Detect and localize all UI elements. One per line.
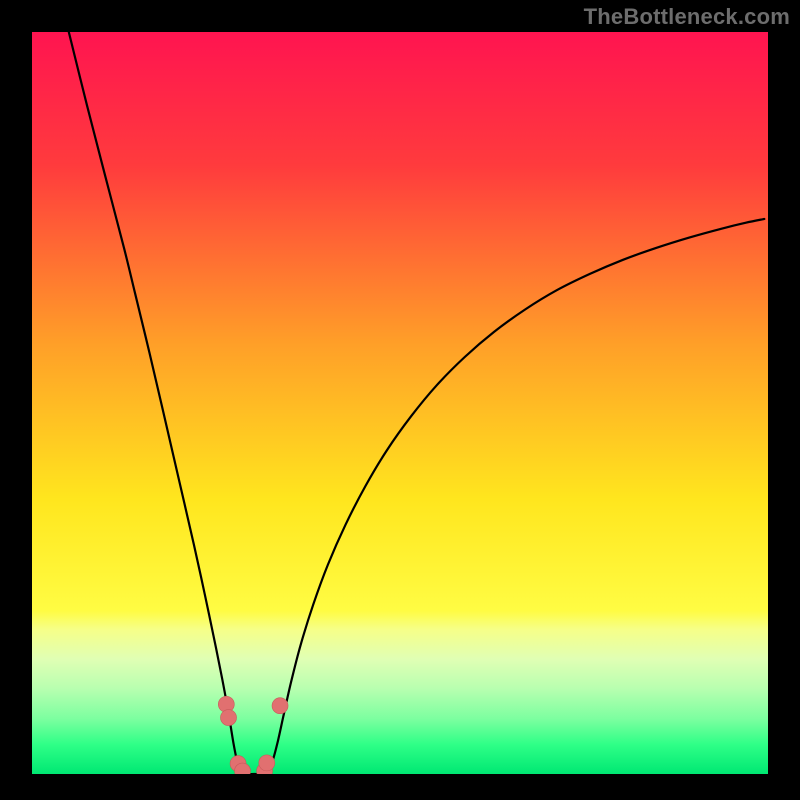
chart-canvas: TheBottleneck.com [0, 0, 800, 800]
curve-layer [32, 32, 768, 774]
bottleneck-curve [69, 32, 765, 774]
trough-marker [272, 698, 288, 714]
trough-marker [221, 710, 237, 726]
plot-area [32, 32, 768, 774]
trough-marker [259, 755, 275, 771]
watermark-text: TheBottleneck.com [584, 4, 790, 30]
trough-markers [218, 696, 288, 774]
